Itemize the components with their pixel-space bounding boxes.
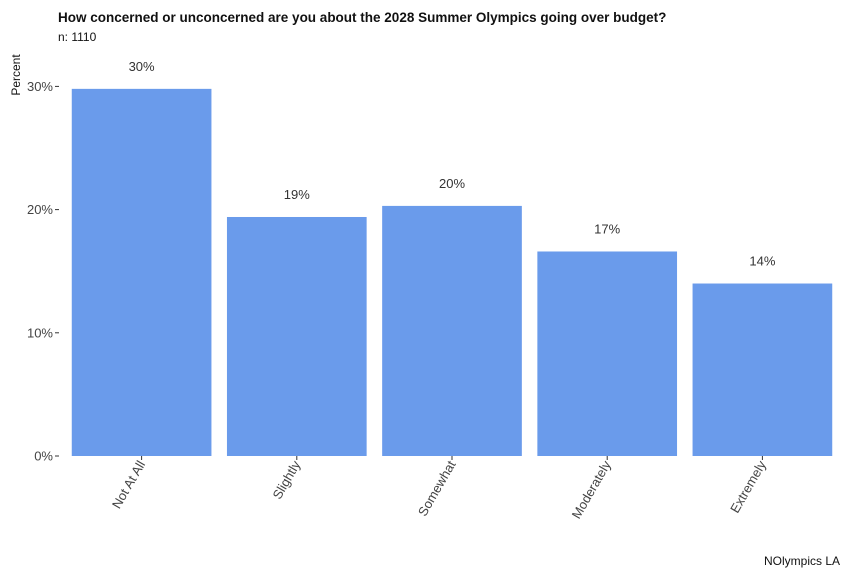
bar — [537, 251, 678, 456]
chart-title: How concerned or unconcerned are you abo… — [58, 10, 667, 25]
y-tick-label: 10% — [27, 325, 53, 340]
x-tick-label: Slightly — [269, 458, 303, 502]
data-label: 30% — [129, 59, 155, 74]
y-tick-label: 20% — [27, 202, 53, 217]
data-label: 19% — [284, 187, 310, 202]
data-label: 20% — [439, 176, 465, 191]
bar — [382, 205, 522, 456]
x-tick-label: Not At All — [109, 458, 148, 511]
x-tick-label: Moderately — [569, 458, 614, 522]
y-tick-label: 0% — [34, 449, 53, 464]
x-tick-label: Somewhat — [415, 458, 459, 519]
y-axis-label: Percent — [9, 54, 23, 96]
bar — [226, 216, 367, 456]
x-tick-label: Extremely — [727, 458, 769, 516]
chart-subtitle: n: 1110 — [58, 30, 97, 44]
data-label: 14% — [749, 254, 775, 269]
y-tick-label: 30% — [27, 79, 53, 94]
data-label: 17% — [594, 221, 620, 236]
data-labels: 30% 19% 20% 17% 14% — [129, 59, 776, 269]
y-axis: 0% 10% 20% 30% — [27, 79, 59, 464]
bar — [692, 283, 833, 456]
bars — [71, 88, 833, 456]
x-axis: Not At All Slightly Somewhat Moderately Extr… — [109, 456, 769, 521]
chart-caption: NOlympics LA — [763, 554, 840, 568]
bar — [71, 88, 212, 456]
